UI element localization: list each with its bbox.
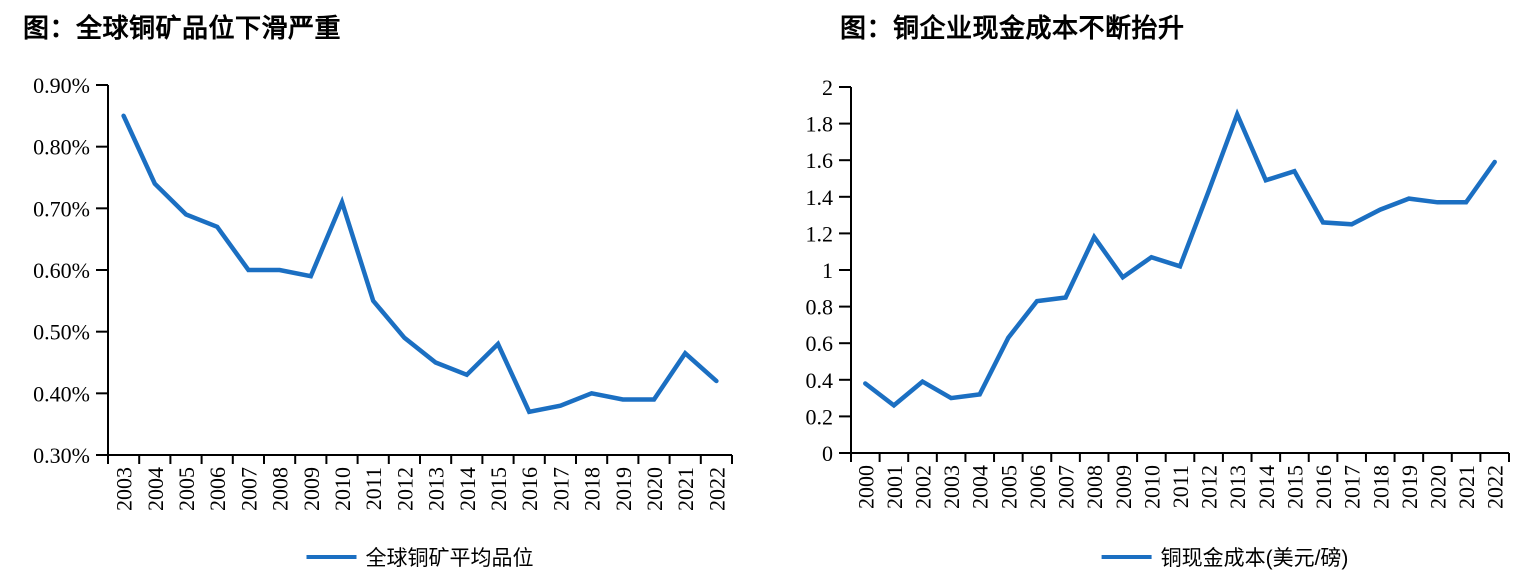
y-axis-tick-label: 0.4 [806, 368, 834, 393]
data-series-line [121, 113, 719, 415]
chart-panel-copper-grade: 图：全球铜矿品位下滑严重 0.30% 0.40% 0.50% 0.60% 0.70% 0.… [23, 13, 733, 572]
x-axis-tick-label: 2022 [1483, 465, 1508, 509]
x-axis-tick-label: 2006 [1025, 465, 1050, 509]
x-axis-tick-label: 2011 [361, 467, 386, 510]
y-axis-tick-label: 1 [822, 258, 833, 283]
x-axis-tick-label: 2001 [882, 465, 907, 509]
x-axis-tick-label: 2018 [580, 467, 605, 511]
x-axis-tick-label: 2018 [1368, 465, 1393, 509]
legend-label: 铜现金成本(美元/磅) [1160, 547, 1349, 570]
x-axis-tick-label: 2021 [1454, 465, 1479, 509]
x-axis-tick-label: 2000 [853, 465, 878, 509]
x-axis-tick-label: 2004 [968, 465, 993, 509]
x-axis-tick-label: 2008 [1082, 465, 1107, 509]
x-axis-tick-label: 2009 [1111, 465, 1136, 509]
x-axis-tick-label: 2020 [1425, 465, 1450, 509]
x-axis-tick-label: 2010 [1139, 465, 1164, 509]
x-axis-tick-label: 2013 [424, 467, 449, 511]
x-axis-tick-label: 2007 [236, 467, 261, 511]
x-axis-tick-label: 2005 [996, 465, 1021, 509]
x-axis-tick-label: 2003 [112, 467, 137, 511]
data-series-line [863, 108, 1497, 409]
x-axis-tick-label: 2019 [611, 467, 636, 511]
y-axis-tick-label: 0.60% [33, 258, 90, 283]
y-axis-tick-label: 0.80% [33, 135, 90, 160]
x-axis-tick-label: 2002 [911, 465, 936, 509]
x-axis-tick-label: 2022 [704, 467, 729, 511]
legend-line-marker [306, 555, 357, 559]
y-axis-tick-label: 0.8 [806, 295, 834, 320]
line-chart-copper-grade: 0.30%0.40%0.50%0.60%0.70%0.80%0.90%2003 2… [33, 73, 733, 511]
x-axis-tick-label: 2015 [486, 467, 511, 511]
y-axis-tick-label: 0.90% [33, 73, 90, 98]
x-axis-tick-label: 2007 [1054, 465, 1079, 509]
x-axis-tick-label: 2017 [1340, 465, 1365, 509]
y-axis-tick-label: 1.2 [806, 221, 834, 246]
chart-panel-cash-cost: 图：铜企业现金成本不断抬升 0 0.2 0.4 0.6 0.8 1 1.2 1.4 1.6 1.8… [766, 0, 1532, 586]
y-axis-tick-label: 0.30% [33, 443, 90, 468]
x-axis-tick-label: 2012 [392, 467, 417, 511]
x-axis-tick-label: 2012 [1197, 465, 1222, 509]
chart-title-copper-grade: 图：全球铜矿品位下滑严重 [23, 13, 342, 43]
x-axis-tick-label: 2014 [1254, 465, 1279, 509]
legend-label: 全球铜矿平均品位 [365, 547, 534, 570]
legend-line-marker [1101, 555, 1152, 559]
x-axis-tick-label: 2021 [673, 467, 698, 511]
y-axis-tick-label: 0.2 [806, 404, 834, 429]
legend-copper-grade: 全球铜矿平均品位 [306, 542, 534, 572]
x-axis-tick-label: 2014 [455, 467, 480, 511]
x-axis-tick-label: 2015 [1282, 465, 1307, 509]
x-axis-tick-label: 2008 [268, 467, 293, 511]
y-axis-tick-label: 0.6 [806, 331, 834, 356]
x-axis-tick-label: 2009 [299, 467, 324, 511]
legend-cash-cost: 铜现金成本(美元/磅) [1101, 542, 1349, 572]
y-axis-tick-label: 1.6 [806, 148, 834, 173]
y-axis-tick-label: 2 [822, 75, 833, 100]
y-axis-tick-label: 0.50% [33, 320, 90, 345]
y-axis-tick-label: 0.40% [33, 381, 90, 406]
y-axis-tick-label: 1.8 [806, 112, 834, 137]
chart-title-cash-cost: 图：铜企业现金成本不断抬升 [840, 13, 1185, 43]
x-axis-tick-label: 2016 [517, 467, 542, 511]
x-axis-tick-label: 2003 [939, 465, 964, 509]
x-axis-tick-label: 2005 [174, 467, 199, 511]
x-axis-tick-label: 2019 [1397, 465, 1422, 509]
x-axis-tick-label: 2013 [1225, 465, 1250, 509]
y-axis-tick-label: 1.4 [806, 185, 834, 210]
x-axis-tick-label: 2010 [330, 467, 355, 511]
x-axis-tick-label: 2016 [1311, 465, 1336, 509]
x-axis-tick-label: 2017 [548, 467, 573, 511]
x-axis-tick-label: 2011 [1168, 465, 1193, 508]
x-axis-tick-label: 2006 [205, 467, 230, 511]
x-axis-tick-label: 2020 [642, 467, 667, 511]
y-axis-tick-label: 0.70% [33, 196, 90, 221]
y-axis-tick-label: 0 [822, 441, 833, 466]
x-axis-tick-label: 2004 [143, 467, 168, 511]
